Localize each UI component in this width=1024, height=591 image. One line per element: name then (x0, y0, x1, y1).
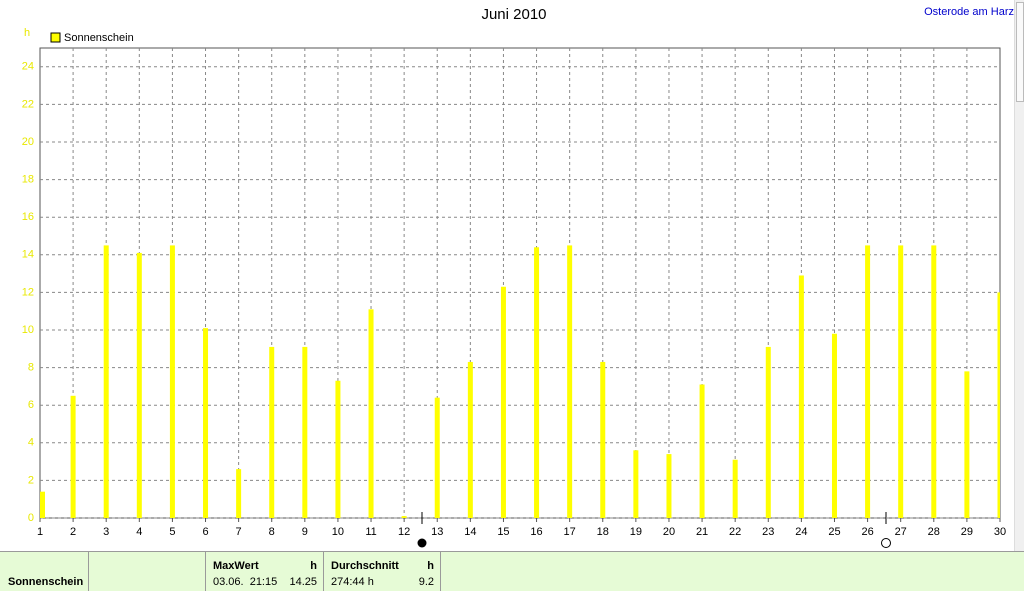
x-tick-label: 5 (169, 526, 175, 538)
x-tick-label: 8 (269, 526, 275, 538)
col-value: 274:44 h (331, 576, 374, 588)
y-tick-label: 2 (28, 474, 34, 486)
x-tick-label: 4 (136, 526, 142, 538)
x-tick-label: 29 (961, 526, 973, 538)
bar (666, 454, 672, 518)
bar (203, 328, 209, 518)
x-tick-label: 18 (597, 526, 609, 538)
x-tick-label: 20 (663, 526, 675, 538)
x-tick-label: 11 (365, 526, 376, 538)
x-tick-label: 15 (497, 526, 509, 538)
bar (467, 361, 473, 518)
y-tick-label: 10 (22, 324, 34, 336)
full-moon (417, 538, 427, 548)
x-tick-label: 19 (630, 526, 642, 538)
scroll-thumb[interactable] (1016, 2, 1024, 102)
bar (368, 309, 374, 518)
legend-label: Sonnenschein (64, 32, 134, 44)
y-tick-label: 12 (22, 286, 34, 298)
x-tick-label: 2 (70, 526, 76, 538)
bar (335, 380, 341, 518)
bar (169, 245, 175, 518)
legend-swatch (50, 32, 61, 43)
y-axis-label: h (24, 27, 30, 39)
new-moon (881, 538, 891, 548)
cell: MaxWert h 03.06. 21:15 14.25 (205, 552, 323, 591)
x-tick-label: 16 (530, 526, 542, 538)
bar (302, 346, 308, 518)
bar (798, 275, 804, 518)
bar (236, 469, 242, 518)
x-tick-label: 3 (103, 526, 109, 538)
y-tick-label: 6 (28, 399, 34, 411)
col-unit: h (427, 560, 434, 572)
x-tick-label: 14 (464, 526, 476, 538)
x-tick-label: 17 (564, 526, 576, 538)
bar (931, 245, 937, 518)
bar (40, 491, 45, 518)
cell: Durchschnitt h 274:44 h 9.2 (323, 552, 441, 591)
scrollbar[interactable] (1014, 0, 1024, 551)
y-tick-label: 8 (28, 362, 34, 374)
x-tick-label: 1 (37, 526, 43, 538)
x-tick-label: 27 (895, 526, 907, 538)
plot-frame (39, 47, 1001, 519)
bar (765, 346, 771, 518)
col-value: 03.06. 21:15 (213, 576, 278, 588)
y-tick-label: 14 (22, 249, 34, 261)
bar (401, 516, 407, 518)
x-tick-label: 24 (795, 526, 807, 538)
col-unit: h (310, 560, 317, 572)
x-tick-label: 28 (928, 526, 940, 538)
location[interactable]: Osterode am Harz (924, 6, 1014, 18)
x-tick-label: 7 (236, 526, 242, 538)
y-tick-label: 20 (22, 136, 34, 148)
bar (600, 361, 606, 518)
x-tick-label: 22 (729, 526, 741, 538)
col-number: 14.25 (289, 576, 317, 588)
chart-title: Juni 2010 (481, 6, 546, 23)
y-tick-label: 22 (22, 98, 34, 110)
bar (732, 459, 738, 518)
row-label: Sonnenschein (8, 576, 84, 588)
x-tick-label: 9 (302, 526, 308, 538)
bar (136, 252, 142, 519)
col-number: 9.2 (418, 576, 434, 588)
chart: Juni 2010 Osterode am Harz h 02468101214… (22, 6, 1014, 548)
bar (997, 292, 1000, 518)
x-tick-label: 26 (861, 526, 873, 538)
bar (269, 346, 275, 518)
bar (831, 333, 837, 518)
x-tick-label: 10 (332, 526, 344, 538)
bar (103, 245, 109, 518)
y-tick-label: 18 (22, 174, 34, 186)
bar (500, 286, 506, 518)
y-tick-label: 24 (22, 61, 34, 73)
cell (88, 552, 205, 591)
bar (633, 450, 639, 518)
y-tick-label: 0 (28, 512, 34, 524)
x-tick-label: 25 (828, 526, 840, 538)
summary-table: Sonnenschein MaxWert h 03.06. 21:15 14.2… (0, 551, 1024, 591)
x-tick-label: 13 (431, 526, 443, 538)
y-tick-label: 16 (22, 211, 34, 223)
bar (534, 247, 540, 518)
x-tick-label: 6 (202, 526, 208, 538)
bar (898, 245, 904, 518)
bar (567, 245, 573, 518)
x-tick-label: 30 (994, 526, 1006, 538)
col-header: MaxWert (213, 560, 259, 572)
bar (70, 395, 76, 518)
bar (964, 371, 970, 518)
col-header: Durchschnitt (331, 560, 399, 572)
bar (865, 245, 871, 518)
x-tick-label: 21 (696, 526, 708, 538)
y-tick-label: 4 (28, 437, 34, 449)
bar (699, 384, 705, 518)
x-tick-label: 12 (398, 526, 410, 538)
bar (434, 397, 440, 518)
x-tick-label: 23 (762, 526, 774, 538)
